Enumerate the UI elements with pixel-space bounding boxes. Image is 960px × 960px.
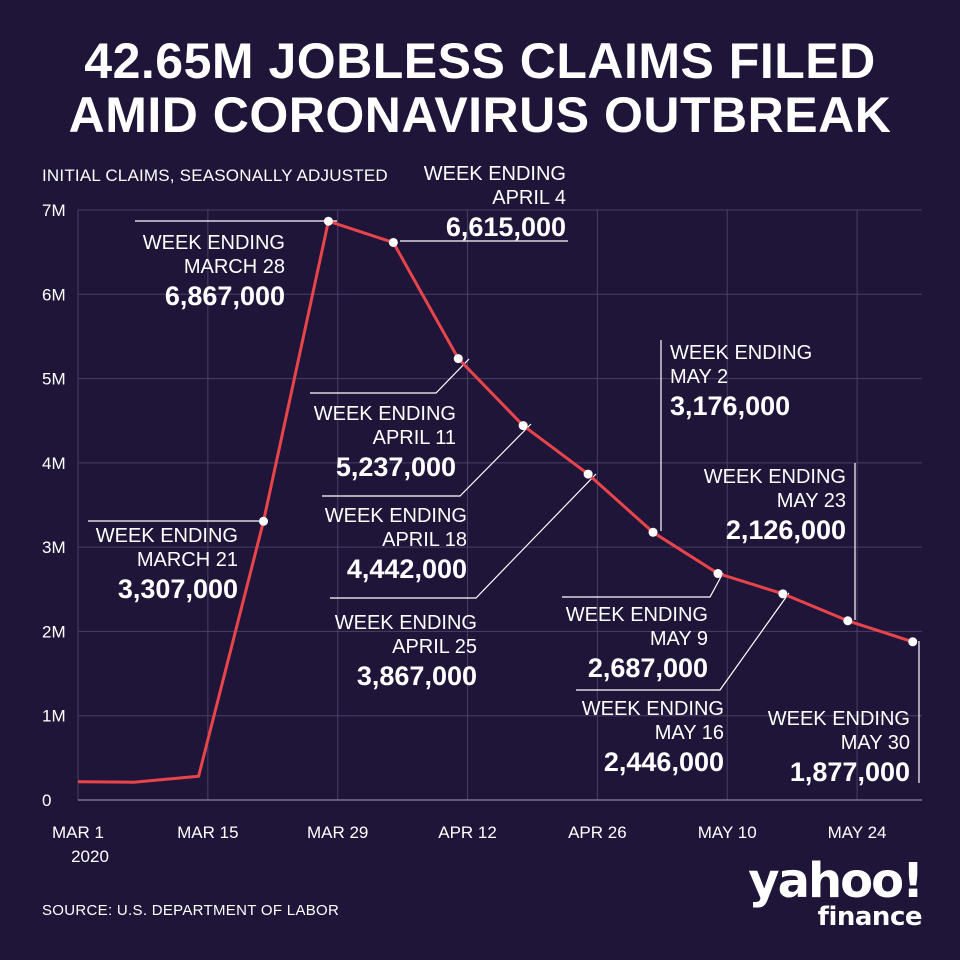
annotation-value: 5,237,000 xyxy=(336,452,456,482)
annotation-label: WEEK ENDING xyxy=(704,466,846,488)
annotation-leader-line xyxy=(322,423,532,497)
annotation-label: MARCH 21 xyxy=(137,549,238,571)
data-point xyxy=(843,616,853,626)
annotation-value: 6,615,000 xyxy=(446,212,566,242)
annotation-label: MARCH 28 xyxy=(184,256,285,278)
data-point xyxy=(518,421,528,431)
annotation-label: APRIL 4 xyxy=(492,187,566,209)
annotation-label: MAY 23 xyxy=(777,490,846,512)
y-tick-label: 6M xyxy=(42,285,66,304)
annotation-leader-line xyxy=(330,473,597,599)
data-point xyxy=(323,216,333,226)
y-tick-label: 5M xyxy=(42,370,66,389)
annotation-label: APRIL 11 xyxy=(373,427,456,449)
data-point xyxy=(778,589,788,599)
annotation-label: APRIL 18 xyxy=(382,529,467,551)
annotation-value: 4,442,000 xyxy=(347,554,467,584)
y-tick-label: 3M xyxy=(42,538,66,557)
annotation-label: WEEK ENDING xyxy=(582,698,724,720)
yahoo-finance-logo: yahoo! finance xyxy=(740,853,924,932)
x-tick-label: MAY 24 xyxy=(828,823,887,842)
annotation-value: 3,307,000 xyxy=(118,574,238,604)
annotation-value: 3,867,000 xyxy=(357,661,477,691)
annotation-label: WEEK ENDING xyxy=(335,612,477,634)
chart-title-line-1: 42.65M JOBLESS CLAIMS FILED xyxy=(84,33,876,89)
annotation-label: MAY 9 xyxy=(650,628,708,650)
annotation-label: MAY 30 xyxy=(841,732,910,754)
annotation-label: WEEK ENDING xyxy=(314,403,456,425)
annotation-leader-line xyxy=(310,358,470,394)
annotation-label: WEEK ENDING xyxy=(768,708,910,730)
x-tick-label: APR 12 xyxy=(438,823,497,842)
data-point xyxy=(648,527,658,537)
annotation-label: APRIL 25 xyxy=(392,636,477,658)
x-tick-label: APR 26 xyxy=(568,823,627,842)
annotation-label: WEEK ENDING xyxy=(325,505,467,527)
source-note: SOURCE: U.S. DEPARTMENT OF LABOR xyxy=(42,902,340,919)
annotation-label: WEEK ENDING xyxy=(670,342,812,364)
claims-series-line xyxy=(77,219,914,784)
y-tick-label: 0 xyxy=(42,791,51,810)
annotation-value: 2,446,000 xyxy=(604,747,724,777)
y-tick-label: 4M xyxy=(42,454,66,473)
x-tick-sublabel: 2020 xyxy=(71,847,109,866)
chart-title-line-2: AMID CORONAVIRUS OUTBREAK xyxy=(68,87,892,143)
y-tick-label: 7M xyxy=(42,201,66,220)
annotation-value: 2,126,000 xyxy=(726,515,846,545)
annotation-value: 1,877,000 xyxy=(790,757,910,787)
annotation-label: WEEK ENDING xyxy=(566,604,708,626)
data-point xyxy=(908,637,918,647)
data-point xyxy=(388,237,398,247)
data-point xyxy=(583,469,593,479)
annotation-value: 2,687,000 xyxy=(588,653,708,683)
annotation-label: MAY 16 xyxy=(655,722,724,744)
x-tick-label: MAR 1 xyxy=(52,823,104,842)
data-point xyxy=(713,569,723,579)
annotation-leader-line xyxy=(562,572,724,598)
data-point xyxy=(453,354,463,364)
annotation-label: MAY 2 xyxy=(670,366,728,388)
x-tick-label: MAR 29 xyxy=(307,823,368,842)
y-tick-label: 1M xyxy=(42,707,66,726)
annotation-label: WEEK ENDING xyxy=(143,232,285,254)
logo-line-1: yahoo! xyxy=(748,853,924,909)
chart-title: 42.65M JOBLESS CLAIMS FILED AMID CORONAV… xyxy=(0,34,960,142)
annotation-value: 3,176,000 xyxy=(670,391,790,421)
annotation-label: WEEK ENDING xyxy=(424,163,566,185)
data-point xyxy=(258,516,268,526)
x-tick-label: MAR 15 xyxy=(177,823,238,842)
chart-subtitle: INITIAL CLAIMS, SEASONALLY ADJUSTED xyxy=(42,166,388,185)
annotation-value: 6,867,000 xyxy=(165,281,285,311)
x-tick-label: MAY 10 xyxy=(698,823,757,842)
annotation-label: WEEK ENDING xyxy=(96,525,238,547)
y-tick-label: 2M xyxy=(42,622,66,641)
logo-line-2: finance xyxy=(817,902,923,932)
annotation-leader-line xyxy=(576,592,790,691)
